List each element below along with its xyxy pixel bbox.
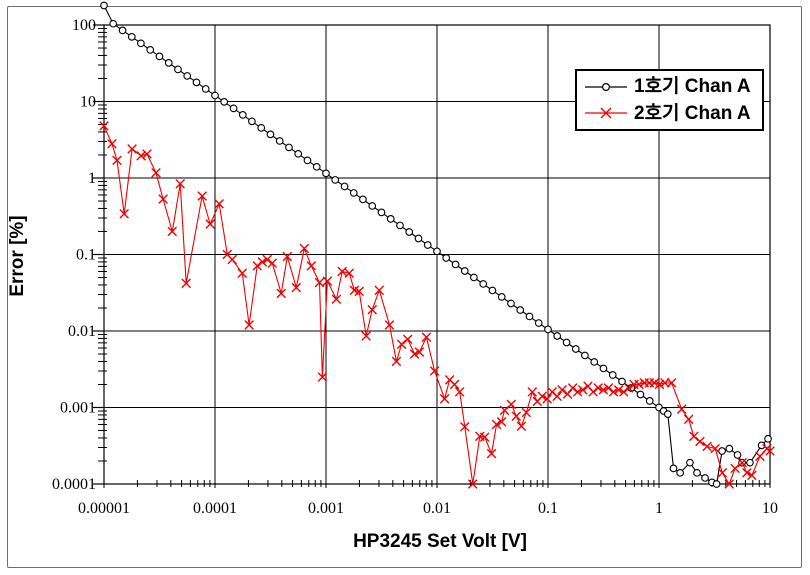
x-tick-label: 0.0001 <box>193 500 237 517</box>
legend-label-series1: 1호기 Chan A <box>634 76 751 98</box>
legend-row-series2: 2호기 Chan A <box>584 100 762 126</box>
x-axis-title: HP3245 Set Volt [V] <box>0 531 810 553</box>
legend-row-series1: 1호기 Chan A <box>584 74 762 100</box>
x-tick-label: 10 <box>762 500 778 517</box>
y-tick-label: 0.1 <box>76 247 96 264</box>
y-axis-title-text: Error [%] <box>7 215 28 297</box>
y-tick-label: 1 <box>88 170 96 187</box>
y-tick-label: 0.001 <box>60 400 96 417</box>
x-axis-title-text: HP3245 Set Volt [V] <box>353 531 527 552</box>
x-tick-label: 0.01 <box>423 500 451 517</box>
x-tick-label: 0.1 <box>538 500 558 517</box>
y-axis-title: Error [%] <box>7 26 29 486</box>
legend-label-series2: 2호기 Chan A <box>634 102 751 124</box>
figure-border <box>7 6 802 568</box>
y-tick-label: 0.01 <box>68 323 96 340</box>
series1-marker-sample <box>585 82 627 91</box>
y-tick-label: 0.0001 <box>52 476 96 493</box>
x-tick-label: 0.001 <box>308 500 344 517</box>
series2-marker-sample <box>585 107 627 119</box>
x-tick-label: 1 <box>655 500 663 517</box>
series-line-2호기 Chan A <box>103 125 771 485</box>
y-tick-label: 100 <box>72 17 96 34</box>
y-tick-label: 10 <box>80 94 96 111</box>
legend: 1호기 Chan A 2호기 Chan A <box>575 69 764 131</box>
x-tick-label: 0.00001 <box>78 500 130 517</box>
